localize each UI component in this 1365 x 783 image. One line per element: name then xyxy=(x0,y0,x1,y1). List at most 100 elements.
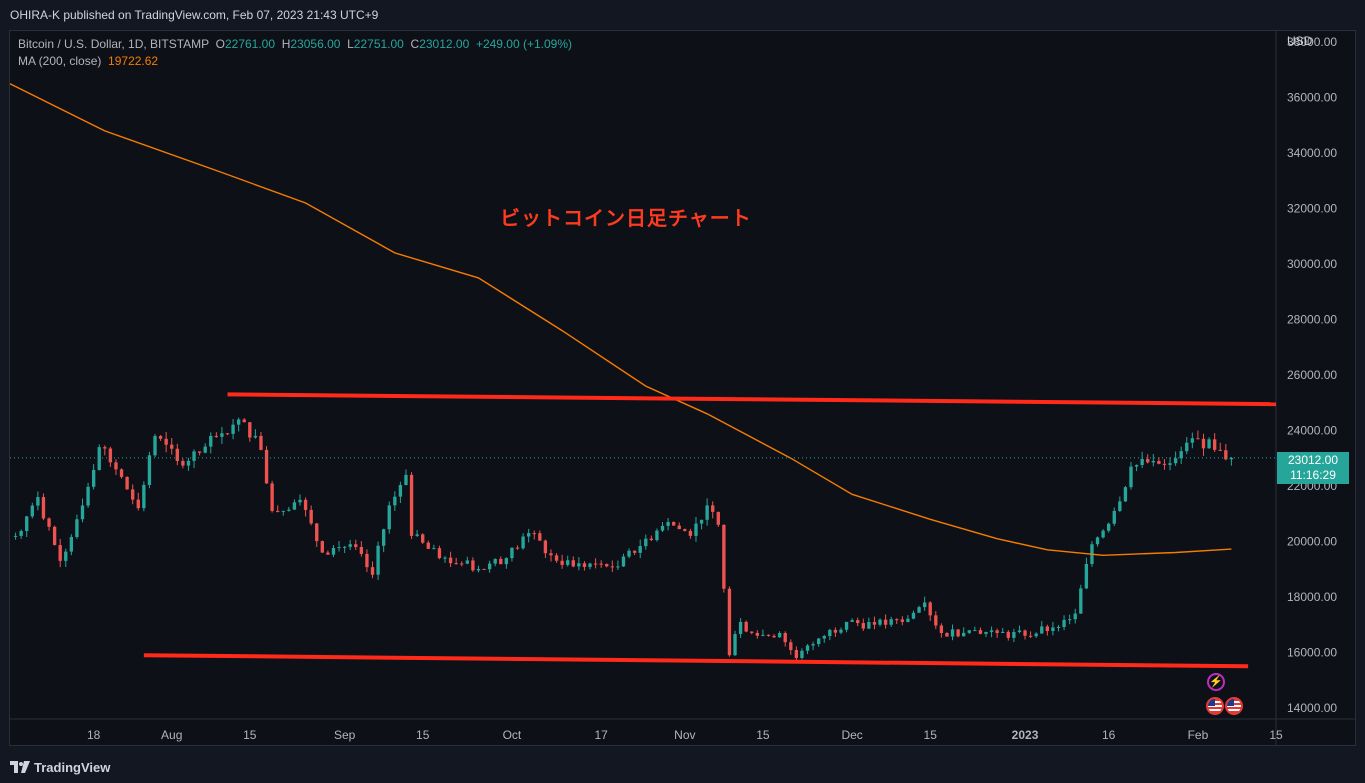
candle-body xyxy=(627,550,631,557)
candle-body xyxy=(962,632,966,637)
candle-body xyxy=(170,444,174,449)
candle-body xyxy=(404,474,408,486)
candle-body xyxy=(471,560,475,571)
candle-body xyxy=(125,476,129,490)
candle-body xyxy=(1067,619,1072,621)
candle-body xyxy=(460,563,464,565)
candle-body xyxy=(220,433,224,437)
y-tick-label: 32000.00 xyxy=(1287,202,1337,216)
candle-body xyxy=(259,435,263,450)
tradingview-logo-icon xyxy=(10,761,30,773)
candle-body xyxy=(666,522,670,526)
us-flag-icon[interactable] xyxy=(1225,697,1243,715)
footer-bar xyxy=(0,750,1365,783)
candle-body xyxy=(1006,631,1010,638)
legend-symbol[interactable]: Bitcoin / U.S. Dollar, 1D, BITSTAMP xyxy=(18,37,209,51)
legend-ma-row: MA (200, close) 19722.62 xyxy=(18,53,572,70)
candle-body xyxy=(381,529,386,546)
candle-body xyxy=(610,566,614,568)
candle-body xyxy=(25,516,29,532)
candle-body xyxy=(928,602,932,616)
us-flag-icon[interactable] xyxy=(1206,697,1224,715)
candle-body xyxy=(30,505,34,517)
x-tick-label: Sep xyxy=(334,728,356,742)
candle-body xyxy=(119,469,124,477)
candle-body xyxy=(560,560,564,565)
candle-body xyxy=(1045,626,1050,632)
candle-body xyxy=(1146,459,1150,463)
candle-body xyxy=(1123,487,1128,502)
candle-body xyxy=(750,631,754,633)
candle-body xyxy=(922,602,927,608)
candle-body xyxy=(1073,613,1077,620)
candle-body xyxy=(1118,501,1122,511)
candle-body xyxy=(1185,442,1189,452)
candle-body xyxy=(738,621,743,635)
candle-body xyxy=(270,483,274,511)
candle-body xyxy=(844,621,849,630)
candle-body xyxy=(287,509,291,511)
chart-legend: Bitcoin / U.S. Dollar, 1D, BITSTAMP O227… xyxy=(18,36,572,70)
candle-body xyxy=(582,563,587,567)
candle-body xyxy=(1162,463,1167,465)
candle-body xyxy=(850,620,854,622)
candle-body xyxy=(1017,630,1022,633)
y-tick-label: 38000.00 xyxy=(1287,35,1337,49)
candle-body xyxy=(722,524,726,589)
candle-body xyxy=(448,557,453,564)
candle-body xyxy=(805,645,810,651)
candle-body xyxy=(443,557,447,559)
candle-body xyxy=(36,497,40,506)
x-tick-label: 15 xyxy=(1269,728,1283,742)
candle-body xyxy=(153,436,157,456)
candle-body xyxy=(309,509,313,524)
y-tick-label: 28000.00 xyxy=(1287,313,1337,327)
x-tick-label: Dec xyxy=(841,728,862,742)
candle-body xyxy=(142,484,146,509)
legend-ma-value: 19722.62 xyxy=(108,54,159,68)
legend-h-label: H xyxy=(281,37,291,51)
candle-body xyxy=(688,530,693,536)
chart-frame[interactable] xyxy=(9,30,1356,746)
candle-body xyxy=(292,502,297,510)
candle-body xyxy=(231,424,235,434)
candle-body xyxy=(1157,461,1161,464)
candle-body xyxy=(426,542,430,549)
candle-body xyxy=(393,496,397,506)
x-tick-label: 2023 xyxy=(1012,728,1039,742)
candle-body xyxy=(1207,439,1211,449)
support-trendline xyxy=(143,653,1249,669)
candle-body xyxy=(828,629,832,637)
tradingview-logo[interactable]: TradingView xyxy=(10,758,110,776)
candle-body xyxy=(766,634,771,636)
y-tick-label: 18000.00 xyxy=(1287,590,1337,604)
lightning-icon[interactable]: ⚡ xyxy=(1207,673,1225,691)
candle-body xyxy=(326,552,330,555)
candle-body xyxy=(1051,627,1055,632)
candle-body xyxy=(973,630,977,632)
candle-body xyxy=(359,546,364,554)
x-tick-label: 15 xyxy=(243,728,257,742)
candle-body xyxy=(510,547,514,559)
legend-ma-label[interactable]: MA (200, close) xyxy=(18,54,102,68)
candle-body xyxy=(1095,537,1100,545)
x-tick-label: 17 xyxy=(594,728,608,742)
candle-body xyxy=(989,630,994,632)
candle-body xyxy=(487,563,492,570)
y-tick-label: 36000.00 xyxy=(1287,91,1337,105)
candle-body xyxy=(950,629,955,637)
candle-body xyxy=(1062,619,1066,628)
price-axis-currency[interactable]: USD xyxy=(1287,34,1313,48)
candle-body xyxy=(421,534,425,543)
candle-body xyxy=(253,435,258,438)
candle-body xyxy=(103,447,107,449)
candle-body xyxy=(783,633,787,643)
candle-body xyxy=(1218,449,1222,451)
candle-body xyxy=(705,505,709,520)
chart-annotation[interactable]: ビットコイン日足チャート xyxy=(500,208,752,230)
candle-body xyxy=(197,451,202,453)
candle-body xyxy=(47,518,51,527)
candle-body xyxy=(147,455,152,485)
candle-body xyxy=(995,630,999,633)
